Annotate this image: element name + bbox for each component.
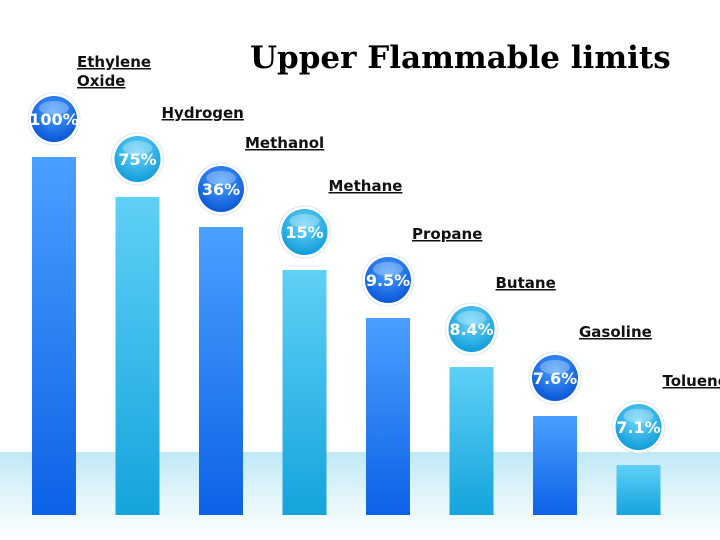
category-label: Hydrogen — [162, 104, 244, 122]
category-label: Methanol — [245, 134, 324, 152]
bubble-highlight — [206, 171, 236, 185]
value-bubble — [615, 404, 662, 450]
category-label: Propane — [412, 225, 482, 243]
bubble-highlight — [39, 101, 69, 115]
bar-butane — [449, 367, 494, 515]
value-label: 15% — [285, 223, 323, 242]
value-label: 36% — [202, 180, 240, 199]
bar-methane — [282, 270, 327, 515]
category-label: Ethylene Oxide — [77, 53, 151, 90]
value-label: 9.5% — [366, 271, 410, 290]
bubble-highlight — [373, 262, 403, 276]
bar-methanol — [199, 227, 243, 515]
value-label: 75% — [118, 150, 156, 169]
value-label: 8.4% — [449, 320, 493, 339]
bubble-highlight — [289, 214, 320, 228]
category-label: Toluene — [663, 372, 720, 390]
value-label: 7.6% — [533, 369, 577, 388]
value-bubble — [448, 306, 495, 352]
bar-ethylene-oxide — [32, 157, 76, 515]
bar-gasoline — [533, 416, 577, 515]
value-bubble — [198, 166, 244, 212]
value-label: 7.1% — [616, 418, 660, 437]
value-bubble — [114, 136, 161, 182]
category-label: Methane — [329, 177, 403, 195]
value-bubble — [281, 209, 328, 255]
category-label: Gasoline — [579, 323, 652, 341]
bar-propane — [366, 318, 410, 515]
value-bubble — [532, 355, 578, 401]
value-bubble — [31, 96, 77, 142]
bubble-highlight — [122, 141, 153, 155]
chart-marks: 100% Ethylene Oxide 75% Hydrogen 36% Methanol 1… — [27, 53, 720, 515]
value-bubble — [365, 257, 411, 303]
bubble-highlight — [456, 311, 487, 325]
bubble-highlight — [623, 409, 654, 423]
bar-hydrogen — [115, 197, 160, 515]
value-label: 100% — [29, 110, 78, 129]
chart-title: Upper Flammable limits — [250, 40, 671, 76]
category-label: Butane — [496, 274, 556, 292]
bubble-highlight — [540, 360, 570, 374]
bar-toluene — [616, 465, 661, 515]
